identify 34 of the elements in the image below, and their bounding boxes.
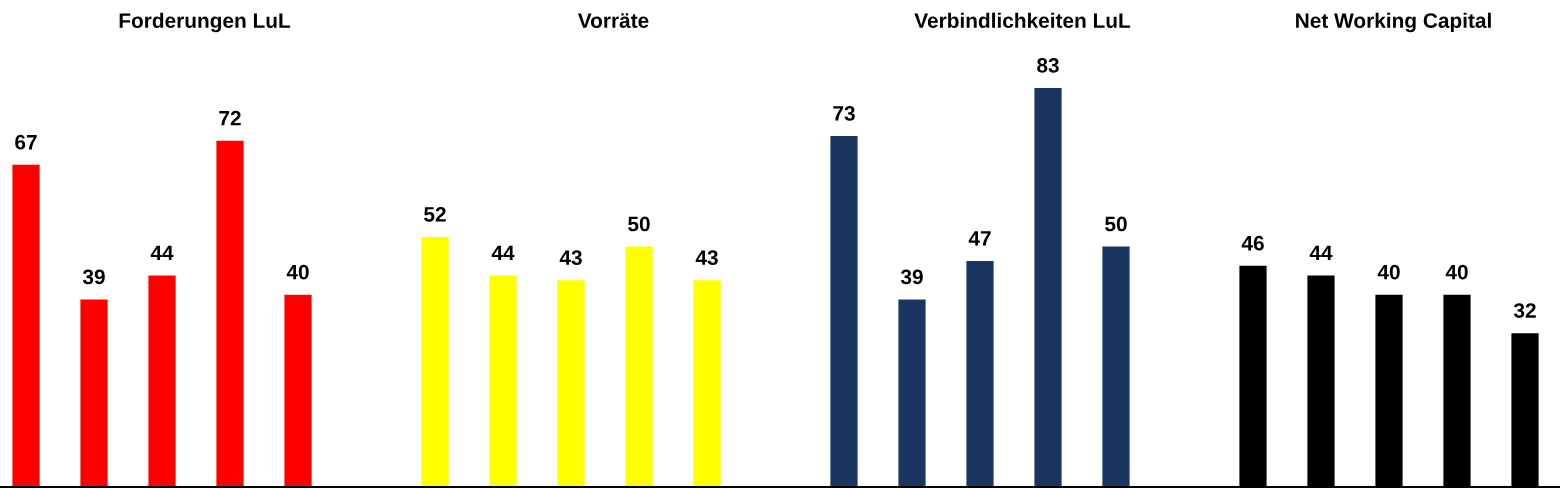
data-label: 39 <box>900 269 923 285</box>
data-label: 73 <box>833 106 855 121</box>
data-label: 67 <box>15 134 37 150</box>
data-label: 44 <box>150 245 174 260</box>
chart-title: Verbindlichkeiten LuL <box>914 12 1131 28</box>
bar <box>148 275 176 487</box>
data-label: 50 <box>1105 216 1127 232</box>
data-label: 40 <box>1377 264 1400 280</box>
data-label: 43 <box>559 250 582 266</box>
data-label: 40 <box>1445 264 1468 280</box>
chart-title: Vorräte <box>577 13 649 28</box>
bar <box>80 299 108 487</box>
bar <box>1102 246 1130 487</box>
chart-title: Net Working Capital <box>1296 12 1491 33</box>
data-label: 44 <box>491 245 515 260</box>
chart-title: Forderungen LuL <box>119 12 291 33</box>
data-label: 40 <box>286 264 309 280</box>
data-label: 72 <box>219 110 241 126</box>
data-label: 32 <box>1513 303 1536 318</box>
bar <box>966 261 994 487</box>
data-label: 44 <box>1309 245 1333 260</box>
data-label: 43 <box>695 250 718 266</box>
bar <box>898 299 926 487</box>
bar <box>1034 87 1062 487</box>
data-label: 52 <box>424 206 446 222</box>
bar <box>12 164 40 487</box>
bar <box>284 294 312 487</box>
data-label: 47 <box>968 231 991 246</box>
data-label: 46 <box>1241 235 1264 251</box>
bar <box>216 140 244 487</box>
data-label: 50 <box>628 216 650 232</box>
data-label: 83 <box>1037 57 1059 73</box>
data-label: 39 <box>82 269 105 285</box>
bar <box>830 136 858 487</box>
